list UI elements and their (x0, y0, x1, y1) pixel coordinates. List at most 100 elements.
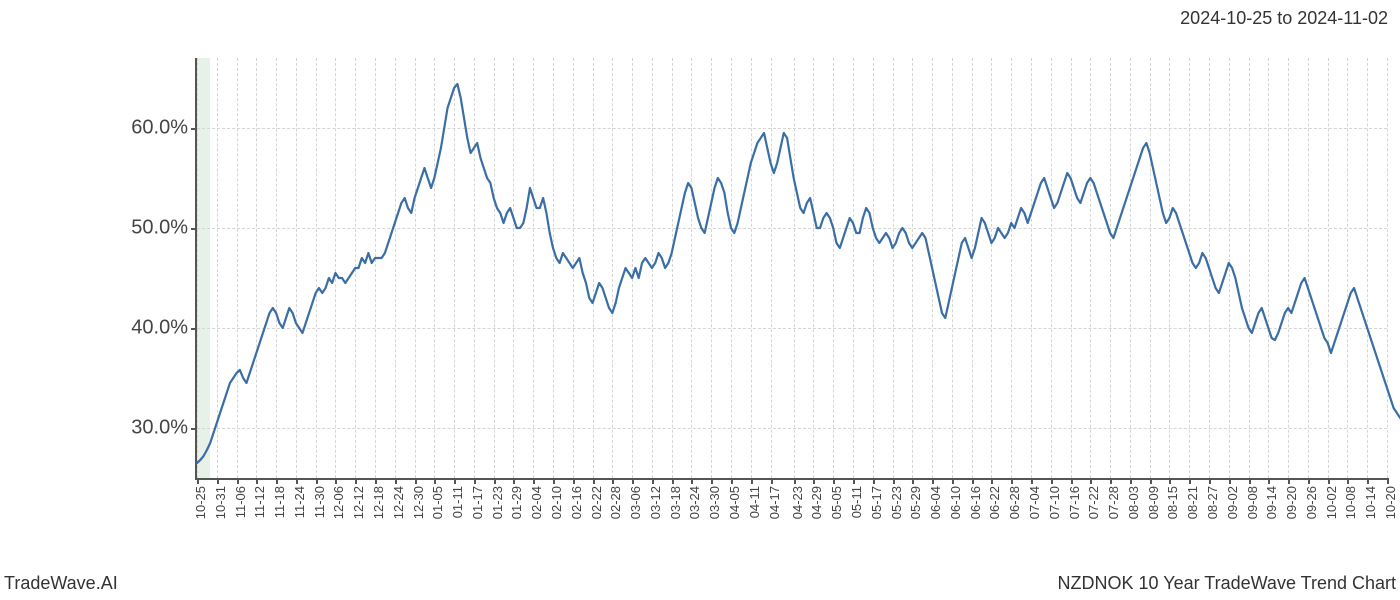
x-tick-label: 03-12 (648, 486, 663, 519)
x-tick-label: 08-09 (1146, 486, 1161, 519)
x-tick-label: 11-30 (312, 486, 327, 518)
trend-line (197, 84, 1400, 463)
x-tick-label: 12-06 (331, 486, 346, 519)
x-tick-label: 07-04 (1027, 486, 1042, 519)
x-tick-label: 10-20 (1383, 486, 1398, 519)
x-tick-label: 03-18 (668, 486, 683, 519)
x-tick-mark (751, 478, 753, 484)
x-tick-label: 02-10 (549, 486, 564, 519)
x-tick-mark (533, 478, 535, 484)
x-tick-mark (632, 478, 634, 484)
x-tick-label: 04-29 (809, 486, 824, 519)
x-tick-mark (1249, 478, 1251, 484)
x-tick-label: 07-22 (1086, 486, 1101, 519)
x-tick-mark (474, 478, 476, 484)
x-tick-label: 02-22 (589, 486, 604, 519)
x-tick-mark (1268, 478, 1270, 484)
x-tick-mark (256, 478, 258, 484)
x-tick-label: 06-16 (968, 486, 983, 519)
x-tick-label: 03-30 (707, 486, 722, 519)
footer-brand: TradeWave.AI (4, 573, 118, 594)
x-tick-label: 02-28 (608, 486, 623, 519)
x-tick-mark (1229, 478, 1231, 484)
x-tick-mark (932, 478, 934, 484)
x-tick-mark (612, 478, 614, 484)
x-tick-mark (593, 478, 595, 484)
y-tick-label: 60.0% (8, 117, 188, 140)
x-tick-label: 10-14 (1363, 486, 1378, 519)
x-tick-label: 12-18 (371, 486, 386, 519)
x-tick-label: 05-17 (869, 486, 884, 519)
x-tick-label: 04-17 (767, 486, 782, 519)
x-tick-mark (691, 478, 693, 484)
x-tick-label: 12-30 (411, 486, 426, 519)
x-tick-mark (813, 478, 815, 484)
x-tick-mark (296, 478, 298, 484)
x-tick-label: 04-23 (790, 486, 805, 519)
x-tick-mark (1328, 478, 1330, 484)
x-tick-label: 01-11 (450, 486, 465, 518)
x-tick-label: 11-06 (233, 486, 248, 518)
x-tick-mark (1011, 478, 1013, 484)
x-tick-label: 08-15 (1165, 486, 1180, 519)
x-tick-label: 05-11 (849, 486, 864, 518)
x-tick-mark (573, 478, 575, 484)
y-tick-label: 50.0% (8, 217, 188, 240)
x-tick-label: 01-29 (509, 486, 524, 519)
x-tick-label: 01-23 (490, 486, 505, 519)
x-tick-mark (1051, 478, 1053, 484)
x-tick-label: 09-08 (1245, 486, 1260, 519)
x-tick-label: 12-12 (351, 486, 366, 519)
x-tick-mark (513, 478, 515, 484)
x-tick-label: 06-04 (928, 486, 943, 519)
x-tick-mark (1189, 478, 1191, 484)
footer-chart-title: NZDNOK 10 Year TradeWave Trend Chart (1058, 573, 1396, 594)
x-tick-label: 08-03 (1126, 486, 1141, 519)
x-tick-mark (972, 478, 974, 484)
x-tick-mark (454, 478, 456, 484)
x-tick-mark (731, 478, 733, 484)
x-tick-mark (771, 478, 773, 484)
x-tick-label: 08-21 (1185, 486, 1200, 519)
x-tick-mark (197, 478, 199, 484)
x-tick-mark (335, 478, 337, 484)
x-tick-label: 06-10 (948, 486, 963, 519)
x-tick-label: 08-27 (1205, 486, 1220, 519)
x-tick-mark (237, 478, 239, 484)
x-tick-label: 09-20 (1284, 486, 1299, 519)
x-tick-mark (1130, 478, 1132, 484)
date-range-title: 2024-10-25 to 2024-11-02 (1180, 8, 1388, 29)
x-tick-mark (395, 478, 397, 484)
x-tick-mark (833, 478, 835, 484)
x-tick-label: 10-08 (1343, 486, 1358, 519)
x-tick-label: 05-29 (908, 486, 923, 519)
x-tick-label: 09-02 (1225, 486, 1240, 519)
x-tick-mark (434, 478, 436, 484)
x-tick-label: 07-28 (1106, 486, 1121, 519)
x-tick-label: 12-24 (391, 486, 406, 519)
x-tick-mark (873, 478, 875, 484)
x-tick-mark (991, 478, 993, 484)
x-tick-mark (1090, 478, 1092, 484)
line-chart-svg (197, 58, 1387, 478)
x-tick-label: 07-16 (1067, 486, 1082, 519)
x-tick-mark (912, 478, 914, 484)
x-tick-mark (316, 478, 318, 484)
x-tick-mark (652, 478, 654, 484)
x-tick-label: 03-24 (687, 486, 702, 519)
y-tick-label: 30.0% (8, 417, 188, 440)
x-tick-mark (375, 478, 377, 484)
x-tick-label: 09-14 (1264, 486, 1279, 519)
x-tick-mark (415, 478, 417, 484)
x-tick-mark (672, 478, 674, 484)
x-tick-label: 11-24 (292, 486, 307, 518)
x-tick-label: 11-12 (252, 486, 267, 518)
x-tick-label: 04-11 (747, 486, 762, 518)
x-tick-mark (711, 478, 713, 484)
x-tick-label: 10-31 (213, 486, 228, 519)
x-tick-mark (1071, 478, 1073, 484)
x-tick-label: 09-26 (1304, 486, 1319, 519)
x-tick-label: 06-28 (1007, 486, 1022, 519)
x-tick-label: 02-04 (529, 486, 544, 519)
x-tick-mark (355, 478, 357, 484)
